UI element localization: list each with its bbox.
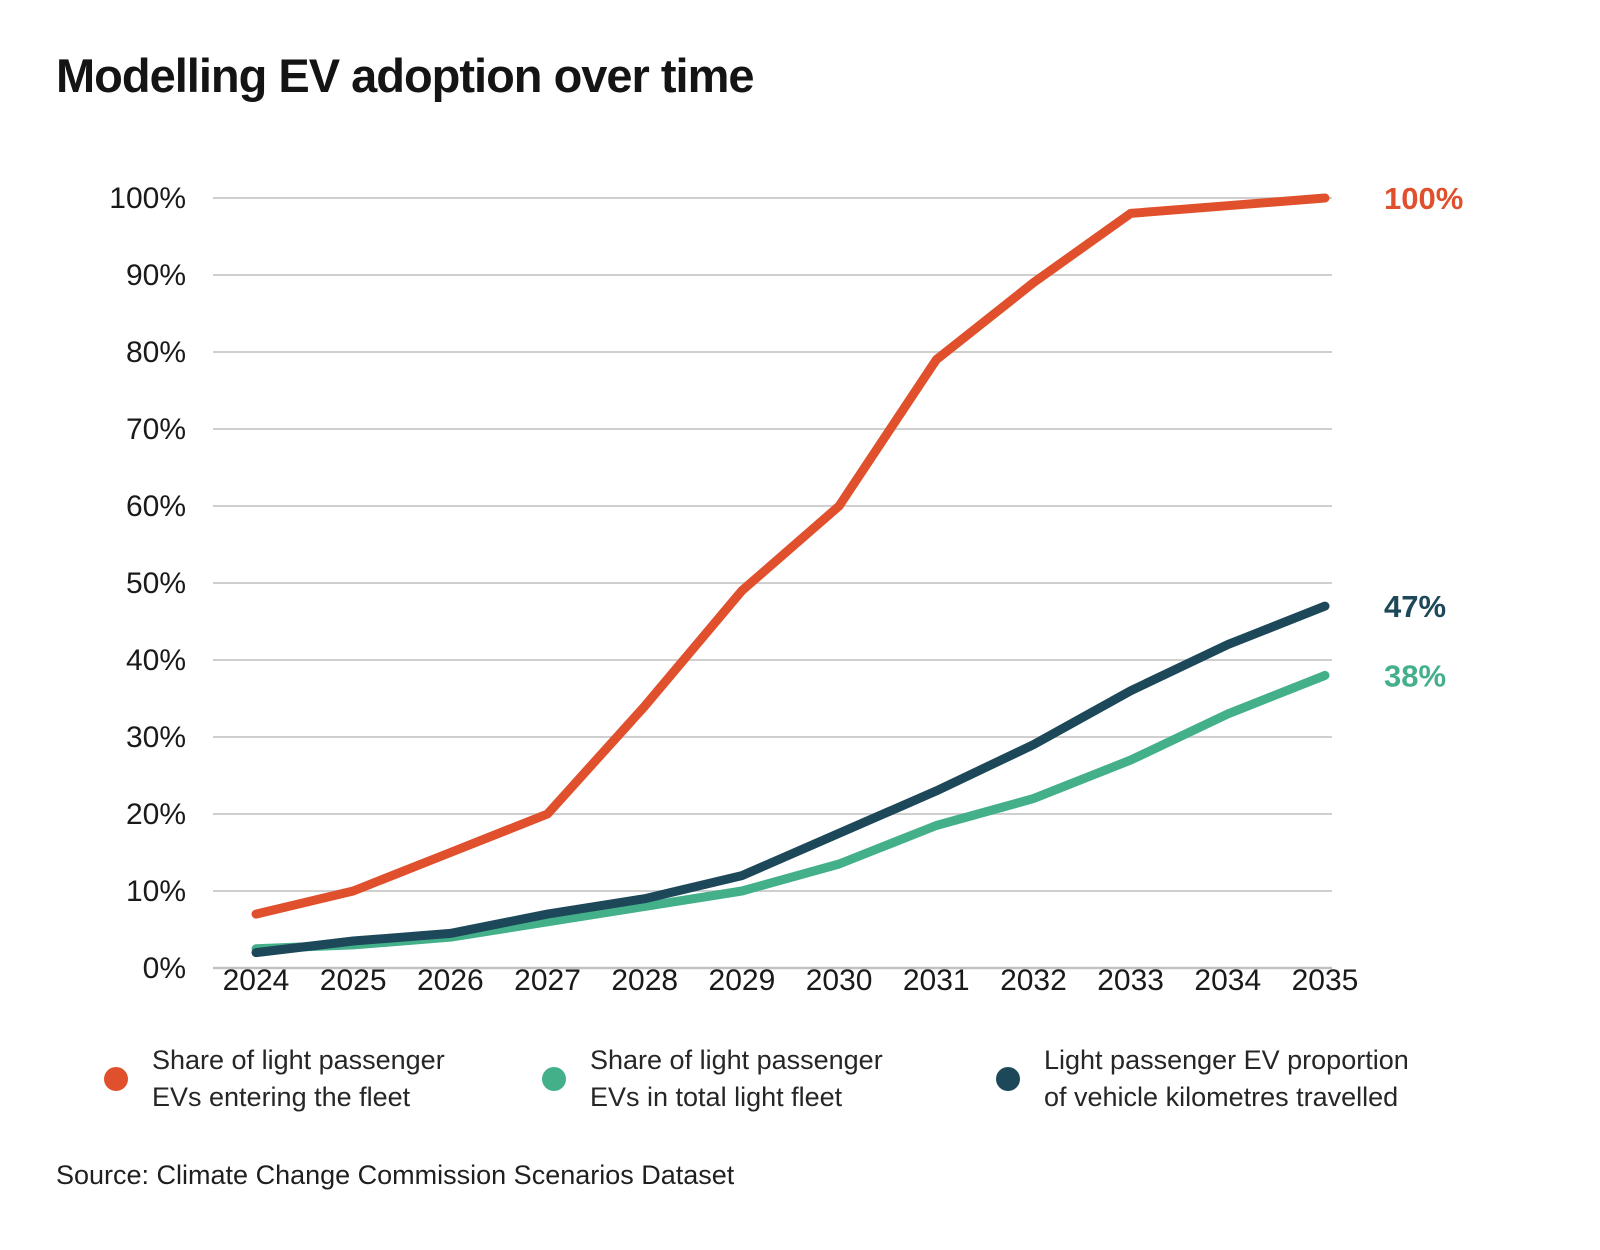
legend-item-km-travelled: Light passenger EV proportion of vehicle … (996, 1042, 1409, 1117)
x-tick-label: 2028 (611, 964, 678, 997)
series-end-label: 47% (1384, 589, 1446, 624)
legend-label: Light passenger EV proportion of vehicle … (1044, 1045, 1409, 1113)
y-tick-label: 30% (126, 721, 186, 754)
y-tick-label: 100% (109, 182, 186, 215)
y-tick-label: 20% (126, 798, 186, 831)
chart-legend: Share of light passenger EVs entering the… (0, 1042, 1600, 1152)
x-tick-label: 2033 (1097, 964, 1164, 997)
legend-dot-navy-icon (996, 1067, 1020, 1092)
series-line-1 (251, 670, 1330, 954)
y-tick-label: 40% (126, 644, 186, 677)
x-tick-label: 2027 (514, 964, 581, 997)
legend-label: Share of light passenger EVs in total lig… (590, 1045, 883, 1113)
y-tick-label: 60% (126, 490, 186, 523)
x-tick-label: 2034 (1194, 964, 1261, 997)
x-tick-label: 2030 (806, 964, 873, 997)
series-line-2 (251, 601, 1330, 958)
y-tick-label: 70% (126, 413, 186, 446)
legend-item-entering-fleet: Share of light passenger EVs entering the… (104, 1042, 445, 1117)
y-tick-label: 80% (126, 336, 186, 369)
x-tick-label: 2025 (320, 964, 387, 997)
legend-dot-orange-icon (104, 1067, 128, 1092)
legend-item-total-fleet: Share of light passenger EVs in total lig… (542, 1042, 883, 1117)
x-tick-label: 2031 (903, 964, 970, 997)
x-tick-label: 2026 (417, 964, 484, 997)
series-end-label: 100% (1384, 181, 1463, 216)
y-tick-label: 10% (126, 875, 186, 908)
legend-dot-teal-icon (542, 1067, 566, 1092)
series-end-label: 38% (1384, 658, 1446, 693)
ev-adoption-line-chart: 0% 10% 20% 30% 40% 50% 60% 70% 80% 90% 100% 2024 202… (109, 181, 1463, 997)
x-tick-label: 2035 (1292, 964, 1359, 997)
x-tick-label: 2029 (709, 964, 776, 997)
x-tick-label: 2032 (1000, 964, 1067, 997)
page-title: Modelling EV adoption over time (56, 49, 755, 102)
series-line-0 (251, 193, 1330, 919)
y-tick-label: 0% (143, 952, 186, 985)
legend-label: Share of light passenger EVs entering the… (152, 1045, 445, 1113)
y-tick-label: 50% (126, 567, 186, 600)
x-tick-label: 2024 (223, 964, 290, 997)
y-tick-label: 90% (126, 259, 186, 292)
source-caption: Source: Climate Change Commission Scenar… (56, 1160, 735, 1190)
